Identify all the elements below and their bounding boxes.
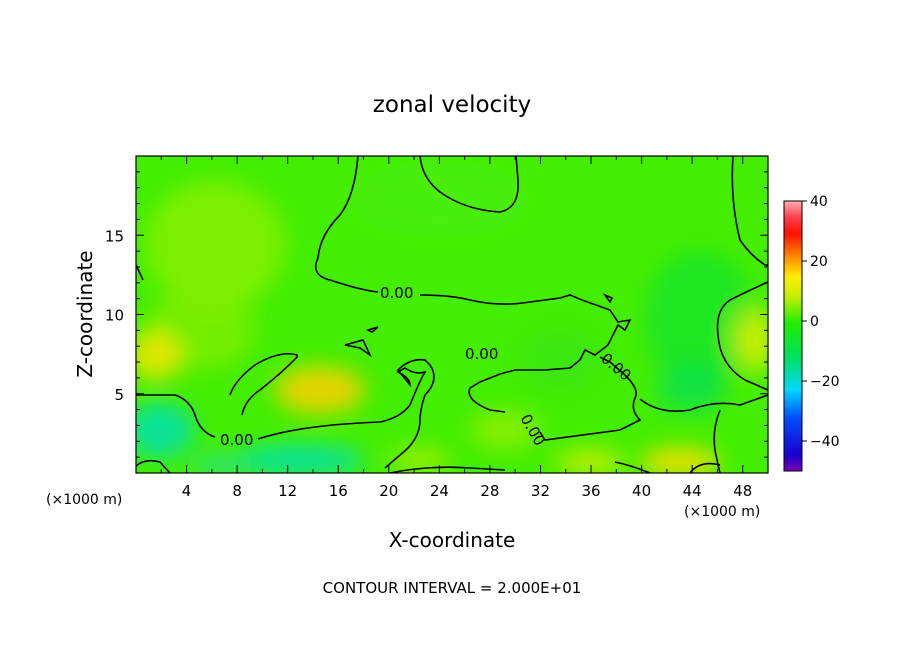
colorbar-tick-label: −40 [810,434,840,450]
colorbar-tick-label: −20 [810,374,840,390]
x-tick-label: 40 [632,482,651,500]
x-tick-label: 44 [683,482,702,500]
y-tick-label: 15 [105,227,124,245]
contour-label: 0.00 [220,431,253,449]
zero-contours [136,156,768,473]
x-tick-label: 16 [329,482,348,500]
colorbar-tick-label: 20 [810,254,828,270]
colorbar: 40 20 0 −20 −40 [783,194,840,472]
x-tick-label: 20 [379,482,398,500]
x-unit-label: (×1000 m) [684,504,760,520]
colorbar-tick-label: 40 [810,194,828,210]
x-tick-label: 32 [531,482,550,500]
contour-interval-note: CONTOUR INTERVAL = 2.000E+01 [323,579,582,597]
chart-title: zonal velocity [373,92,531,118]
x-tick-label: 8 [232,482,242,500]
z-unit-label: (×1000 m) [46,492,122,508]
contour-label: 0.00 [380,284,413,302]
y-axis-label: Z-coordinate [73,250,97,377]
x-tick-label: 36 [581,482,600,500]
heatmap-field: 0.00 0.00 0.00 0.00 0.00 [136,156,768,473]
x-tick-label: 4 [182,482,192,500]
x-tick-label: 12 [278,482,297,500]
y-tick-label: 10 [105,307,124,325]
x-axis: 4 8 12 16 20 24 28 32 36 40 44 48 [135,156,769,500]
x-tick-label: 48 [733,482,752,500]
x-axis-label: X-coordinate [389,528,516,552]
y-tick-label: 5 [114,386,124,404]
x-tick-label: 24 [430,482,449,500]
contour-label: 0.00 [465,345,498,363]
x-tick-label: 28 [480,482,499,500]
y-axis: 5 10 15 [105,171,768,458]
colorbar-tick-label: 0 [810,314,819,330]
